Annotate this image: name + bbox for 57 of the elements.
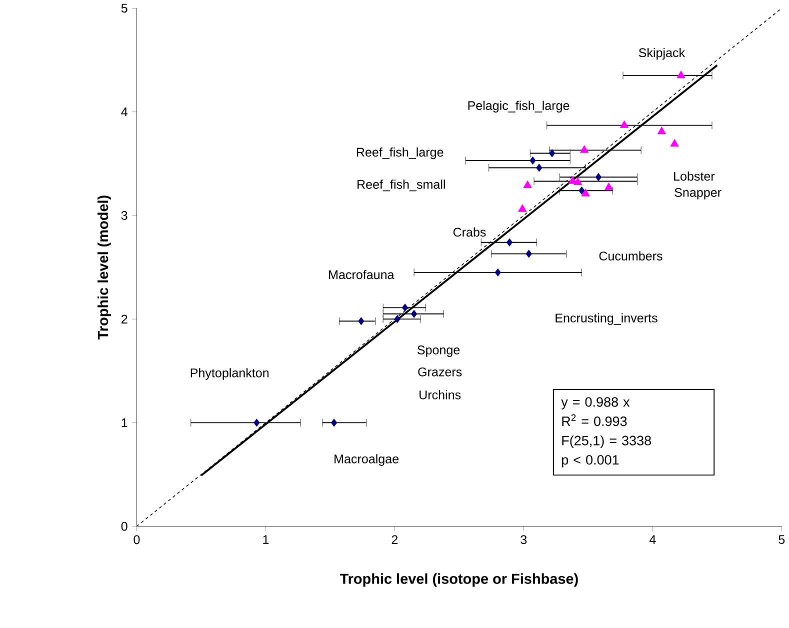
point [657,126,666,134]
point [536,164,542,172]
point [530,156,536,165]
annotation: Macroalgae [334,454,399,466]
x-tick-label: 0 [134,535,140,544]
annotation: Cucumbers [599,251,662,261]
annotation: Reef_fish_small [358,180,445,192]
x-tick-label: 4 [649,535,656,544]
point [526,250,532,258]
point [506,238,513,247]
point [518,204,527,212]
point [523,180,532,188]
point [330,418,338,427]
x-tick-label: 5 [778,535,785,544]
annotation: Sponge [418,346,460,357]
annotation: Urchins [420,390,461,400]
annotation: Reef_fish_large [356,148,444,160]
annotation: Skipjack [638,48,686,60]
x-tick-label: 2 [392,535,398,544]
point [580,145,589,153]
y-tick-label: 1 [122,418,128,428]
x-axis-title: Trophic level (isotope or Fishbase) [340,573,578,587]
point [410,310,418,318]
annotation: Snapper [674,188,722,200]
y-tick-label: 5 [121,4,128,13]
annotation: Pelagic_fish_large [468,100,570,113]
y-tick-label: 2 [121,314,128,324]
annotation: Grazers [418,368,462,376]
point [676,70,686,78]
point [604,182,614,190]
point [358,317,364,326]
annotation: Macrofauna [329,270,394,280]
annotation: Encrusting_inverts [556,313,658,325]
annotation: Lobster [674,172,715,181]
point [670,139,679,147]
point [573,177,582,185]
y-tick-label: 4 [121,108,128,116]
annotation: y = 0.988 x [561,397,630,410]
point [254,418,260,427]
point [581,188,590,196]
annotation: p < 0.001 [562,455,619,468]
y-tick-label: 0 [121,522,128,531]
y-tick-label: 3 [121,211,128,220]
point [620,120,629,128]
x-tick-label: 1 [263,535,269,544]
annotation: Crabs [453,228,486,237]
annotation: Phytoplankton [190,368,269,380]
annotation: F(25,1) = 3338 [562,436,651,448]
point [548,149,556,158]
y-axis-title: Trophic level (model) [98,196,112,340]
point [595,173,602,182]
point [578,186,585,195]
annotation: R$^{2}$ = 0.993 [562,414,627,426]
point [394,315,400,324]
point [494,268,501,277]
x-tick-label: 3 [520,535,527,544]
point [402,304,408,312]
